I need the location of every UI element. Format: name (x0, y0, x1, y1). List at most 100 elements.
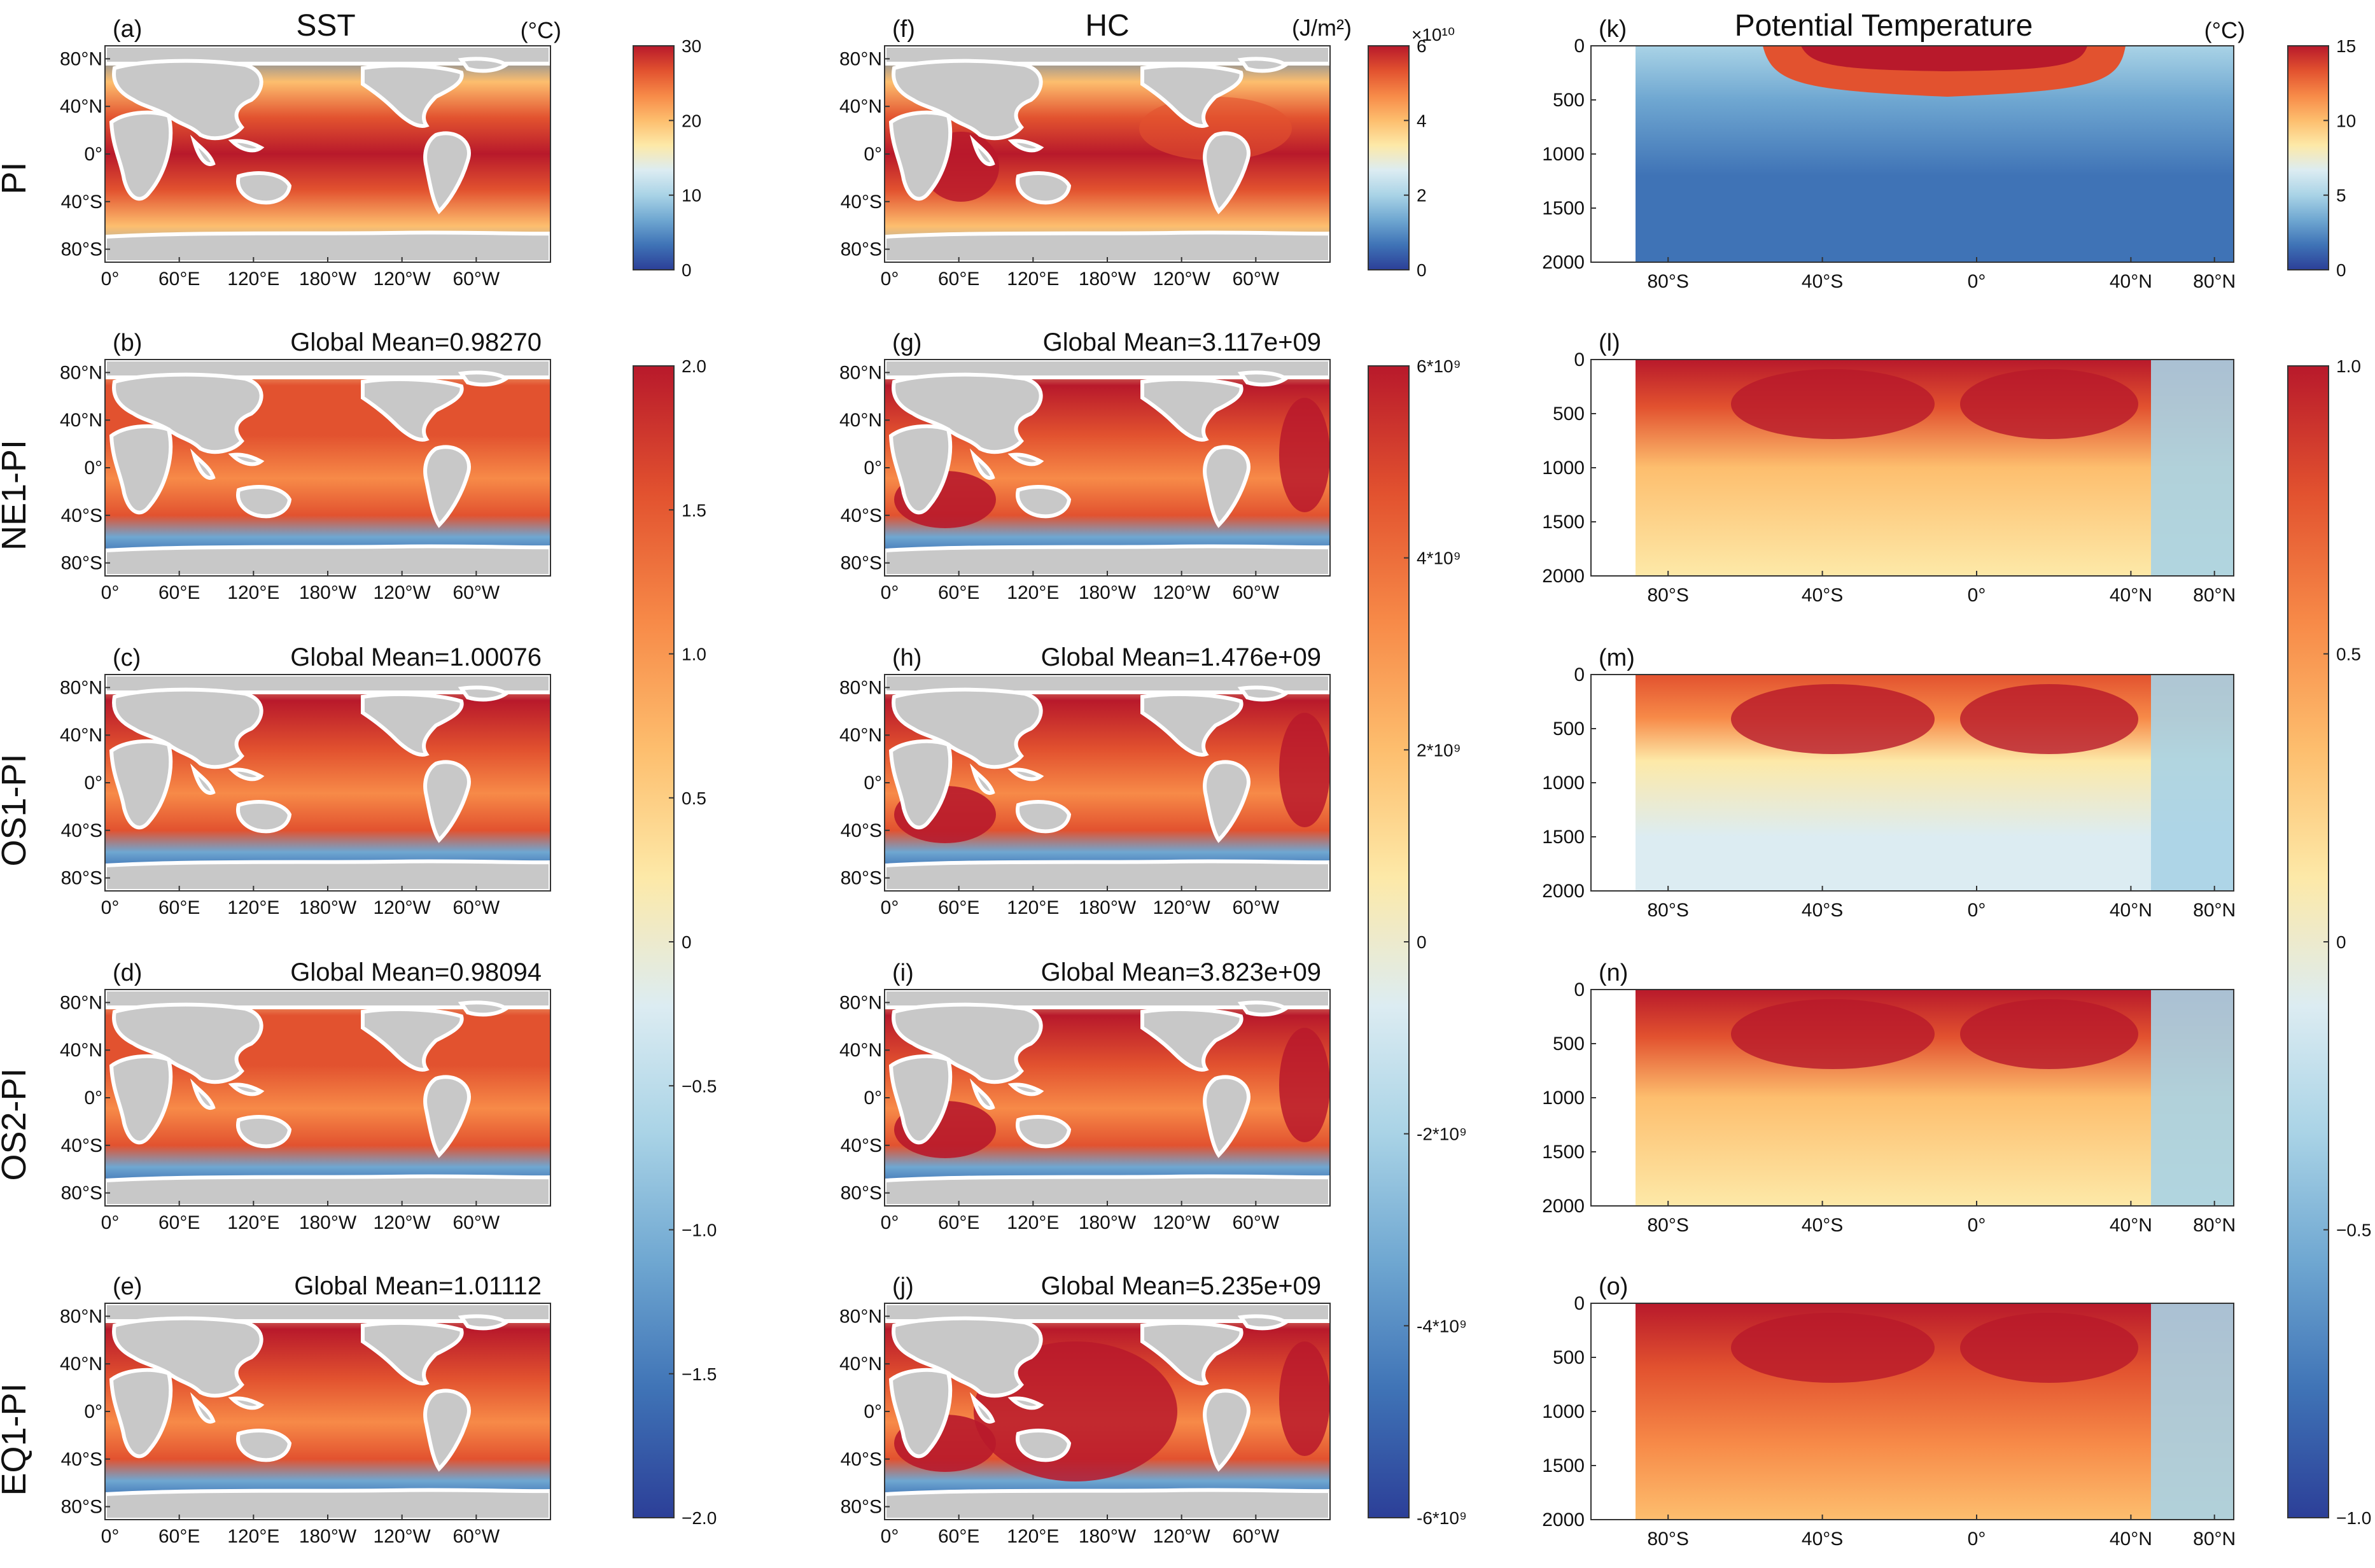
colorbar-tick-label: 0.5 (2336, 645, 2361, 664)
x-tick-label: 60°E (938, 897, 979, 918)
x-tick-label: 0° (101, 1526, 120, 1547)
panel-title: Global Mean=0.98270 (290, 328, 542, 356)
panel-h: (h) Global Mean=1.476e+09 80°N 40°N 0° 40°S 8… (839, 643, 1332, 918)
section-field (1636, 360, 2234, 576)
x-tick-label: 120°W (373, 269, 431, 290)
x-tick-label: 0° (881, 269, 899, 290)
colorbar-tick-label: 1.0 (682, 645, 706, 664)
panel-title: Global Mean=3.117e+09 (1043, 328, 1321, 356)
panel-g: (g) Global Mean=3.117e+09 80°N 40°N 0° 40°S 8… (839, 328, 1332, 603)
panel-j: (j) Global Mean=5.235e+09 80°N 40°N 0° 40°S 8… (839, 1272, 1332, 1547)
panels: (a) 80°N 40°N 0° 40°S 80°S 0° 60°E 120°E 180°W 12… (60, 16, 2236, 1550)
y-tick-label: 0° (864, 1401, 882, 1422)
colorbar-tick-label: -2*10⁹ (1417, 1124, 1467, 1144)
panel-letter: (n) (1599, 960, 1628, 986)
x-tick-label: 120°W (373, 1526, 431, 1547)
x-tick-label: 0° (881, 897, 899, 918)
y-tick-label: 80°N (839, 677, 882, 698)
panel-letter: (k) (1599, 16, 1627, 43)
panel-letter: (a) (113, 16, 142, 43)
y-tick-label: 40°N (60, 96, 102, 117)
x-tick-label: 180°W (1079, 582, 1137, 603)
x-tick-label: 0° (1968, 900, 1986, 921)
arctic-cooling (2151, 1303, 2234, 1520)
x-tick-label: 0° (881, 1526, 899, 1547)
section-field (1636, 675, 2234, 891)
y-tick-label: 80°N (60, 1306, 102, 1327)
y-tick-label: 80°N (60, 677, 102, 698)
y-tick-label: 40°S (61, 505, 102, 526)
x-tick-label: 120°E (1007, 582, 1059, 603)
x-tick-label: 0° (101, 269, 120, 290)
y-tick-label: 0 (1574, 979, 1585, 1000)
y-tick-label: 80°S (61, 868, 102, 889)
y-tick-label: 80°N (60, 992, 102, 1013)
y-tick-label: 500 (1553, 718, 1585, 739)
x-tick-label: 0° (101, 1212, 120, 1233)
x-tick-label: 80°N (2193, 1529, 2236, 1550)
y-tick-label: 80°N (839, 48, 882, 69)
x-tick-label: 60°W (1232, 897, 1279, 918)
colorbar-tick-label: 0 (2336, 260, 2346, 280)
x-tick-label: 120°E (1007, 269, 1059, 290)
y-tick-label: 40°S (841, 1449, 882, 1470)
column-title-pt: Potential Temperature (1735, 9, 2033, 43)
y-tick-label: 80°N (839, 1306, 882, 1327)
y-tick-label: 40°S (61, 820, 102, 841)
colorbar-tick-label: 2.0 (682, 356, 706, 376)
colorbar-tick-label: 1.5 (682, 500, 706, 520)
panel-a: (a) 80°N 40°N 0° 40°S 80°S 0° 60°E 120°E 180°W 12… (60, 16, 552, 290)
column-title-sst: SST (296, 9, 355, 43)
x-tick-label: 180°W (1079, 1526, 1137, 1547)
panel-letter: (g) (892, 330, 921, 356)
x-tick-label: 60°W (1232, 1212, 1279, 1233)
x-tick-label: 180°W (299, 269, 357, 290)
panel-letter: (d) (113, 960, 142, 986)
y-tick-label: 1000 (1542, 144, 1585, 165)
x-tick-label: 120°E (1007, 1212, 1059, 1233)
x-tick-label: 60°E (158, 1526, 200, 1547)
x-tick-label: 80°N (2193, 900, 2236, 921)
panel-letter: (j) (892, 1273, 914, 1300)
x-tick-label: 40°N (2110, 585, 2152, 606)
x-tick-label: 60°E (938, 1526, 979, 1547)
y-tick-label: 80°N (60, 48, 102, 69)
panel-title: Global Mean=5.235e+09 (1041, 1272, 1321, 1300)
colorbar-tick-label: 0 (682, 260, 692, 280)
y-tick-label: 0° (864, 144, 882, 165)
x-tick-label: 40°S (1802, 585, 1843, 606)
colorbar-tick-label: 4*10⁹ (1417, 549, 1461, 568)
y-tick-label: 1000 (1542, 773, 1585, 794)
x-tick-label: 60°E (938, 582, 979, 603)
y-tick-label: 0° (84, 1401, 102, 1422)
x-tick-label: 60°W (452, 582, 500, 603)
panel-letter: (e) (113, 1273, 142, 1300)
colorbar-tick-label: 0 (1417, 260, 1427, 280)
y-tick-label: 1500 (1542, 512, 1585, 533)
panel-letter: (c) (113, 645, 141, 671)
row-label-eq1-pi: EQ1-PI (0, 1383, 33, 1495)
x-tick-label: 40°S (1802, 1529, 1843, 1550)
x-tick-label: 120°E (1007, 897, 1059, 918)
x-tick-label: 180°W (299, 1526, 357, 1547)
x-tick-label: 0° (101, 897, 120, 918)
x-tick-label: 120°W (1152, 1212, 1210, 1233)
y-tick-label: 0° (84, 1088, 102, 1109)
y-tick-label: 1000 (1542, 1401, 1585, 1422)
land-mask (883, 1301, 1332, 1522)
row-label-os1-pi: OS1-PI (0, 753, 33, 866)
x-tick-label: 60°E (938, 1212, 979, 1233)
x-tick-label: 60°W (1232, 1526, 1279, 1547)
colorbar-tick-label: 0 (1417, 932, 1427, 952)
land-mask (103, 1301, 552, 1522)
x-tick-label: 120°E (227, 897, 279, 918)
panel-c: (c) Global Mean=1.00076 80°N 40°N 0° 40°S 80°… (60, 643, 552, 918)
panel-letter: (o) (1599, 1273, 1628, 1300)
x-tick-label: 60°W (452, 897, 500, 918)
colorbar-tick-label: −1.0 (682, 1221, 717, 1240)
x-tick-label: 40°S (1802, 1215, 1843, 1236)
y-tick-label: 80°N (60, 362, 102, 383)
section-field (1636, 990, 2234, 1206)
y-tick-label: 0 (1574, 664, 1585, 685)
